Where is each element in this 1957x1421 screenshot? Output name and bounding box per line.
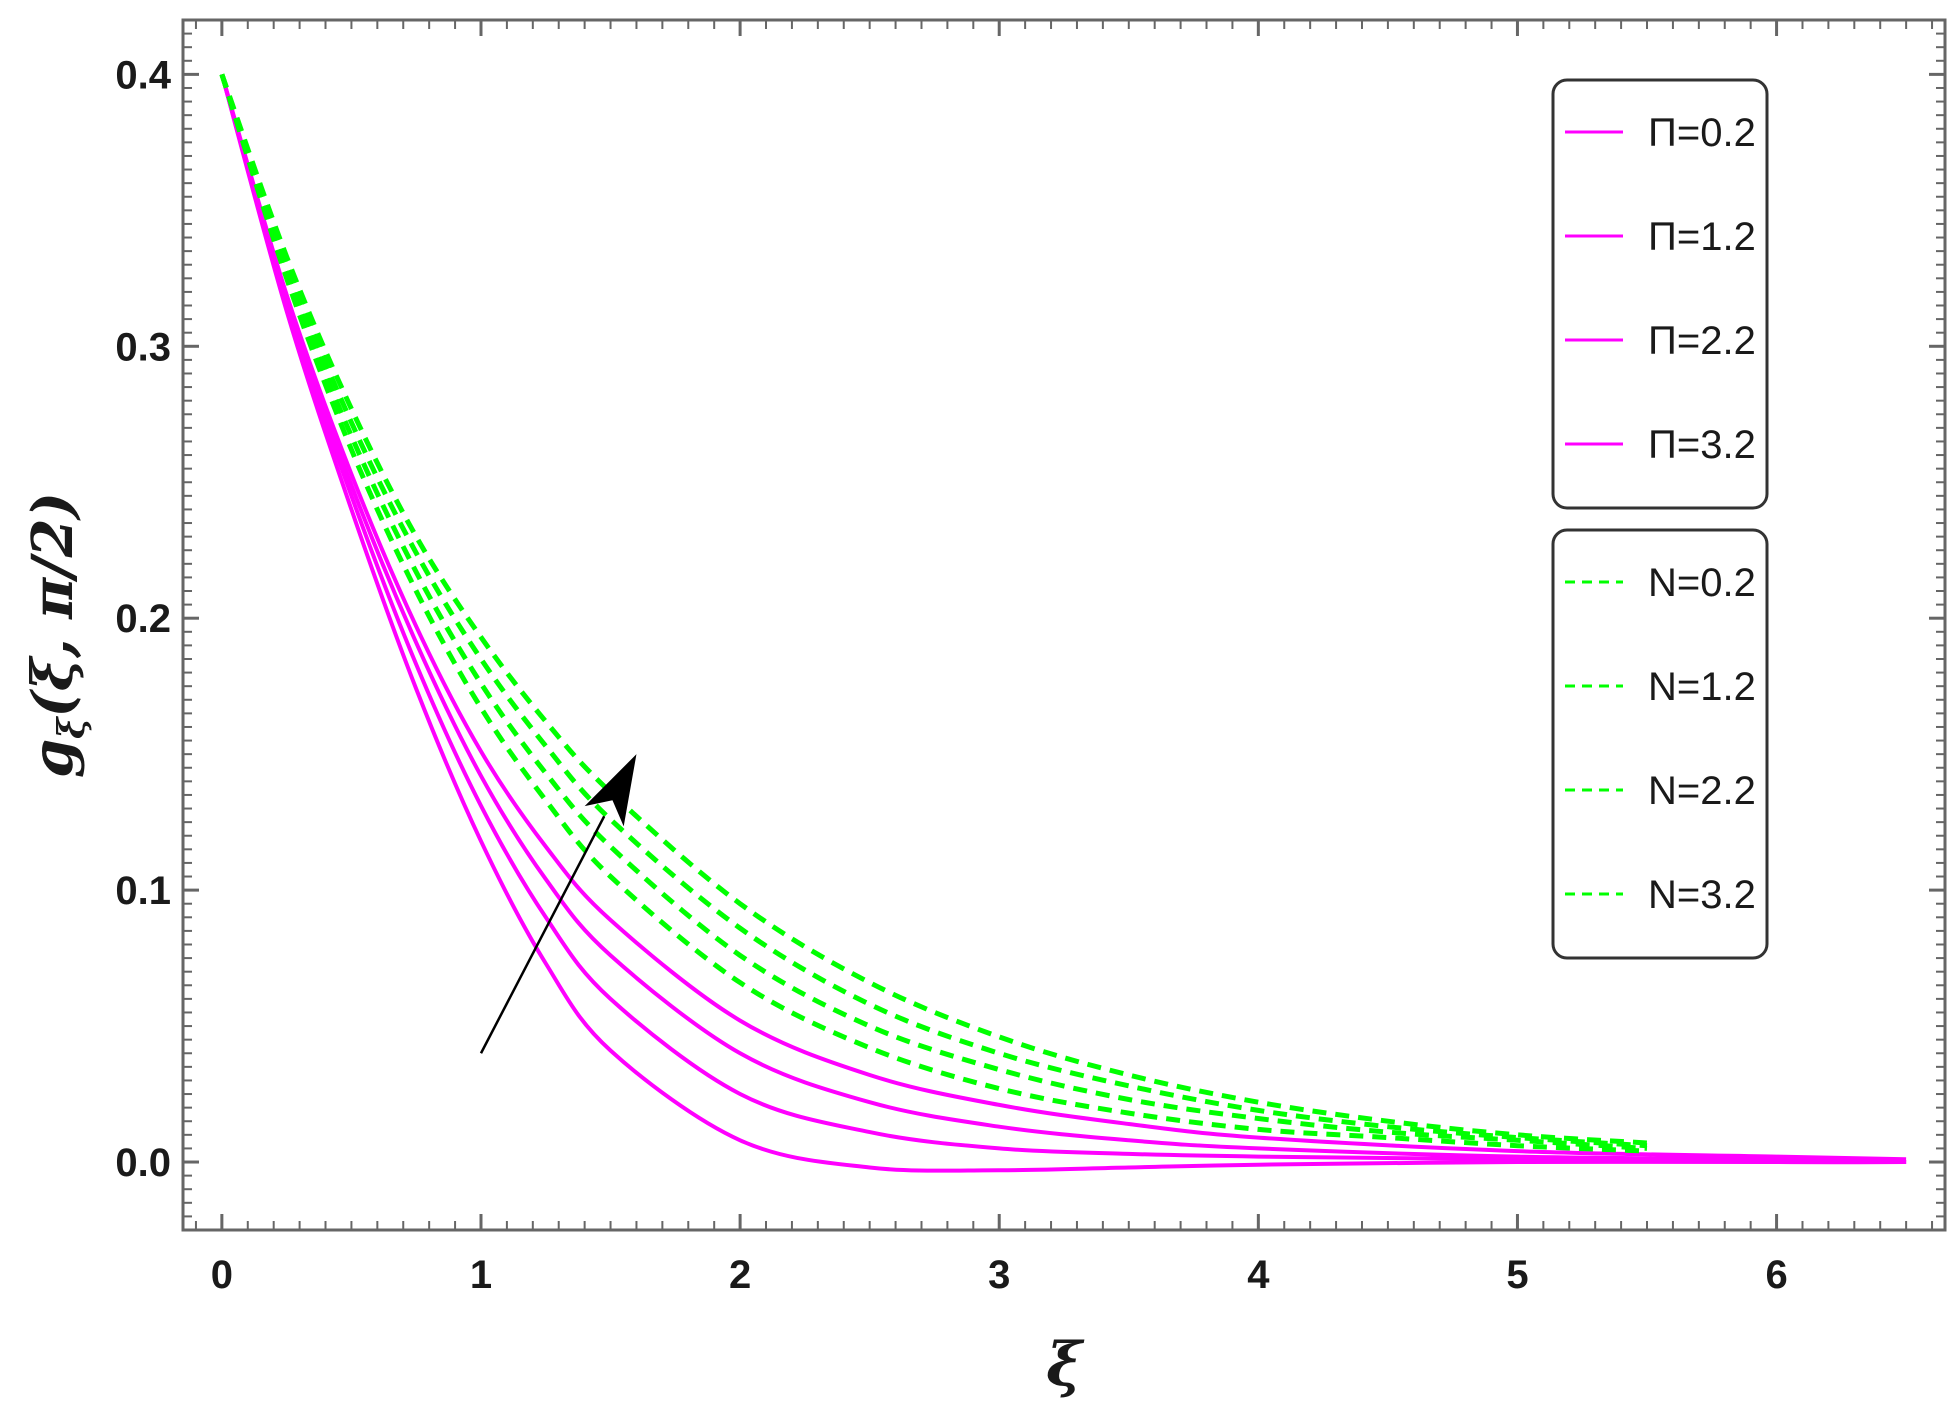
legend-label: Π=2.2: [1648, 319, 1756, 363]
legend-label: N=2.2: [1648, 769, 1756, 813]
annotation-layer: [479, 754, 637, 1054]
y-axis-title: gξ(ξ, π/2): [20, 492, 93, 778]
series-layer: [219, 73, 1907, 1173]
x-tick-label: 1: [470, 1253, 492, 1297]
arrow-head: [584, 754, 637, 827]
series-line-n-7: [219, 73, 1648, 1146]
legend-box-n: [1551, 528, 1769, 960]
series-line-n-6: [219, 73, 1648, 1149]
legend-label: N=0.2: [1648, 561, 1756, 605]
legend-label: Π=0.2: [1648, 111, 1756, 155]
x-tick-label: 3: [988, 1253, 1010, 1297]
series-line-pi-3: [219, 73, 1907, 1162]
x-axis-title: ξ: [1046, 1330, 1085, 1400]
tick-layer: [183, 19, 1945, 1230]
x-tick-label: 2: [729, 1253, 751, 1297]
series-line-pi-2: [219, 73, 1907, 1164]
y-tick-label: 0.1: [115, 869, 171, 913]
series-line-pi-1: [219, 73, 1907, 1165]
legend-label: Π=3.2: [1648, 423, 1756, 467]
y-tick-label: 0.3: [115, 325, 171, 369]
arrow-shaft: [479, 815, 606, 1054]
x-tick-label: 6: [1765, 1253, 1787, 1297]
y-tick-label: 0.2: [115, 597, 171, 641]
legend-label: N=1.2: [1648, 665, 1756, 709]
series-line-pi-0: [219, 73, 1907, 1173]
legend-box-pi: [1551, 78, 1769, 510]
legend: Π=0.2 Π=1.2 Π=2.2 Π=3.2 N=0.2 N=1.2 N=2.2 N=3.2: [1551, 78, 1769, 960]
legend-label: Π=1.2: [1648, 215, 1756, 259]
x-tick-label: 0: [211, 1253, 233, 1297]
x-tick-label: 5: [1506, 1253, 1528, 1297]
y-tick-label: 0.0: [115, 1141, 171, 1185]
y-axis-title-subscript: ξ: [51, 716, 93, 739]
series-line-n-4: [219, 73, 1648, 1154]
plot-frame: [181, 18, 1947, 1232]
y-axis-title-args: (ξ, π/2): [20, 492, 86, 718]
y-tick-label: 0.4: [115, 53, 171, 97]
legend-label: N=3.2: [1648, 873, 1756, 917]
label-layer: 0 1 2 3 4 5 6 0.0 0.1 0.2 0.3 0.4: [115, 53, 1787, 1297]
x-tick-label: 4: [1247, 1253, 1270, 1297]
y-axis-title-main: g: [20, 739, 86, 778]
